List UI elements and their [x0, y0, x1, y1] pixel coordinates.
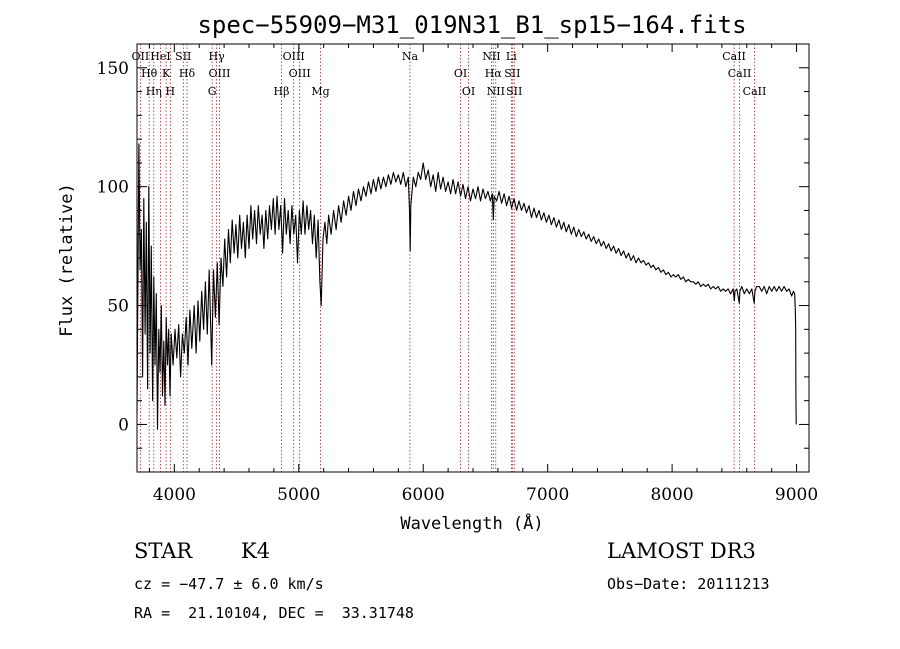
coordinates: RA = 21.10104, DEC = 33.31748: [134, 604, 414, 622]
spectral-line-label: Mg: [311, 85, 329, 98]
spectral-line-label: G: [208, 85, 217, 98]
spectral-line-label: H: [166, 85, 176, 98]
spectral-line-label: Hδ: [179, 67, 196, 80]
x-tick-label: 9000: [775, 485, 818, 505]
spectral-line-label: OI: [462, 85, 475, 98]
spectral-line-label: NII: [482, 50, 500, 63]
spectral-line-label: CaII: [722, 50, 746, 63]
spectral-line-label: OIII: [289, 67, 311, 80]
spectral-line-label: OI: [454, 67, 467, 80]
spectral-line-label: K: [162, 67, 171, 80]
y-tick-label: 150: [97, 59, 129, 79]
spectral-line-label: Hα: [485, 67, 503, 80]
spectral-line-label: CaII: [743, 85, 767, 98]
spectral-line-label: SII: [506, 85, 522, 98]
spectral-line-label: NII: [487, 85, 505, 98]
spectral-line-labels: OIIHθHηHeIKHSIIHδGHγOIIIHβOIIIOIIIMgNaOI…: [132, 50, 767, 98]
spectral-line-label: OIII: [283, 50, 305, 63]
y-tick-label: 50: [107, 297, 129, 317]
obs-date: Obs−Date: 20111213: [607, 575, 770, 593]
y-axis-label: Flux (relative): [57, 183, 77, 337]
redshift-readout: cz = −47.7 ± 6.0 km/s: [134, 575, 324, 593]
axis-ticks: 4000 5000 6000 7000 8000 9000 0 50 100 150: [97, 44, 818, 505]
spectral-line-label: Hθ: [141, 67, 158, 80]
flux-series: [136, 143, 797, 430]
survey-name: LAMOST DR3: [607, 539, 756, 563]
spectral-line-label: SII: [504, 67, 520, 80]
x-tick-label: 4000: [153, 485, 196, 505]
spectral-line-label: HeI: [150, 50, 170, 63]
spectral-line-label: Li: [506, 50, 517, 63]
object-subclass: K4: [241, 539, 271, 563]
y-tick-label: 0: [118, 415, 129, 435]
x-tick-label: 5000: [277, 485, 320, 505]
x-tick-label: 6000: [402, 485, 445, 505]
spectral-line-label: Hη: [146, 85, 162, 98]
spectral-line-label: Hγ: [209, 50, 226, 63]
spectral-line-label: OII: [132, 50, 150, 63]
object-type: STAR: [134, 539, 193, 563]
spectral-line-label: OIII: [208, 67, 230, 80]
x-axis-label: Wavelength (Å): [400, 512, 543, 534]
spectral-line-label: Na: [402, 50, 419, 63]
flux-line: [136, 143, 797, 430]
chart-title: spec−55909−M31_019N31_B1_sp15−164.fits: [197, 11, 746, 39]
x-tick-label: 7000: [526, 485, 569, 505]
spectral-line-label: SII: [175, 50, 191, 63]
y-tick-label: 100: [97, 178, 129, 198]
x-tick-label: 8000: [650, 485, 693, 505]
spectral-line-label: Hβ: [274, 85, 290, 98]
spectral-line-label: CaII: [728, 67, 752, 80]
spectral-line-markers: [139, 44, 755, 472]
